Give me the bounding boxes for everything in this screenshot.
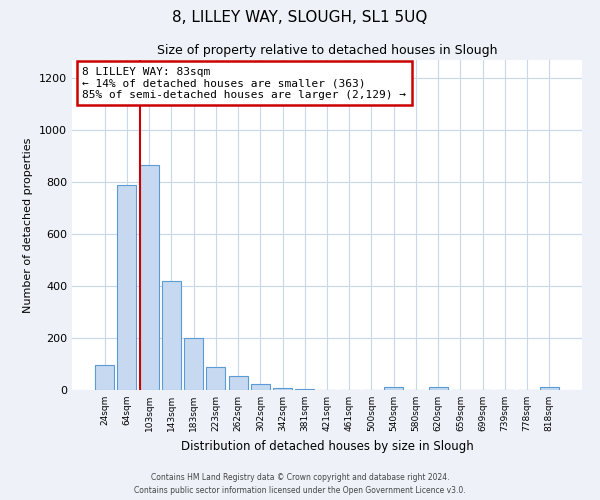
Bar — [140, 165, 158, 390]
Bar — [95, 366, 114, 390]
Bar — [384, 388, 403, 390]
Text: 8, LILLEY WAY, SLOUGH, SL1 5UQ: 8, LILLEY WAY, SLOUGH, SL1 5UQ — [172, 10, 428, 25]
Text: Contains HM Land Registry data © Crown copyright and database right 2024.
Contai: Contains HM Land Registry data © Crown c… — [134, 474, 466, 495]
Bar — [118, 184, 136, 390]
Bar — [184, 338, 203, 390]
Bar — [162, 281, 181, 390]
Title: Size of property relative to detached houses in Slough: Size of property relative to detached ho… — [157, 44, 497, 58]
Bar — [295, 389, 314, 390]
Bar — [273, 388, 292, 390]
Bar — [206, 367, 225, 390]
Text: 8 LILLEY WAY: 83sqm
← 14% of detached houses are smaller (363)
85% of semi-detac: 8 LILLEY WAY: 83sqm ← 14% of detached ho… — [82, 66, 406, 100]
Bar — [251, 384, 270, 390]
Bar — [540, 388, 559, 390]
X-axis label: Distribution of detached houses by size in Slough: Distribution of detached houses by size … — [181, 440, 473, 452]
Y-axis label: Number of detached properties: Number of detached properties — [23, 138, 34, 312]
Bar — [229, 376, 248, 390]
Bar — [429, 388, 448, 390]
